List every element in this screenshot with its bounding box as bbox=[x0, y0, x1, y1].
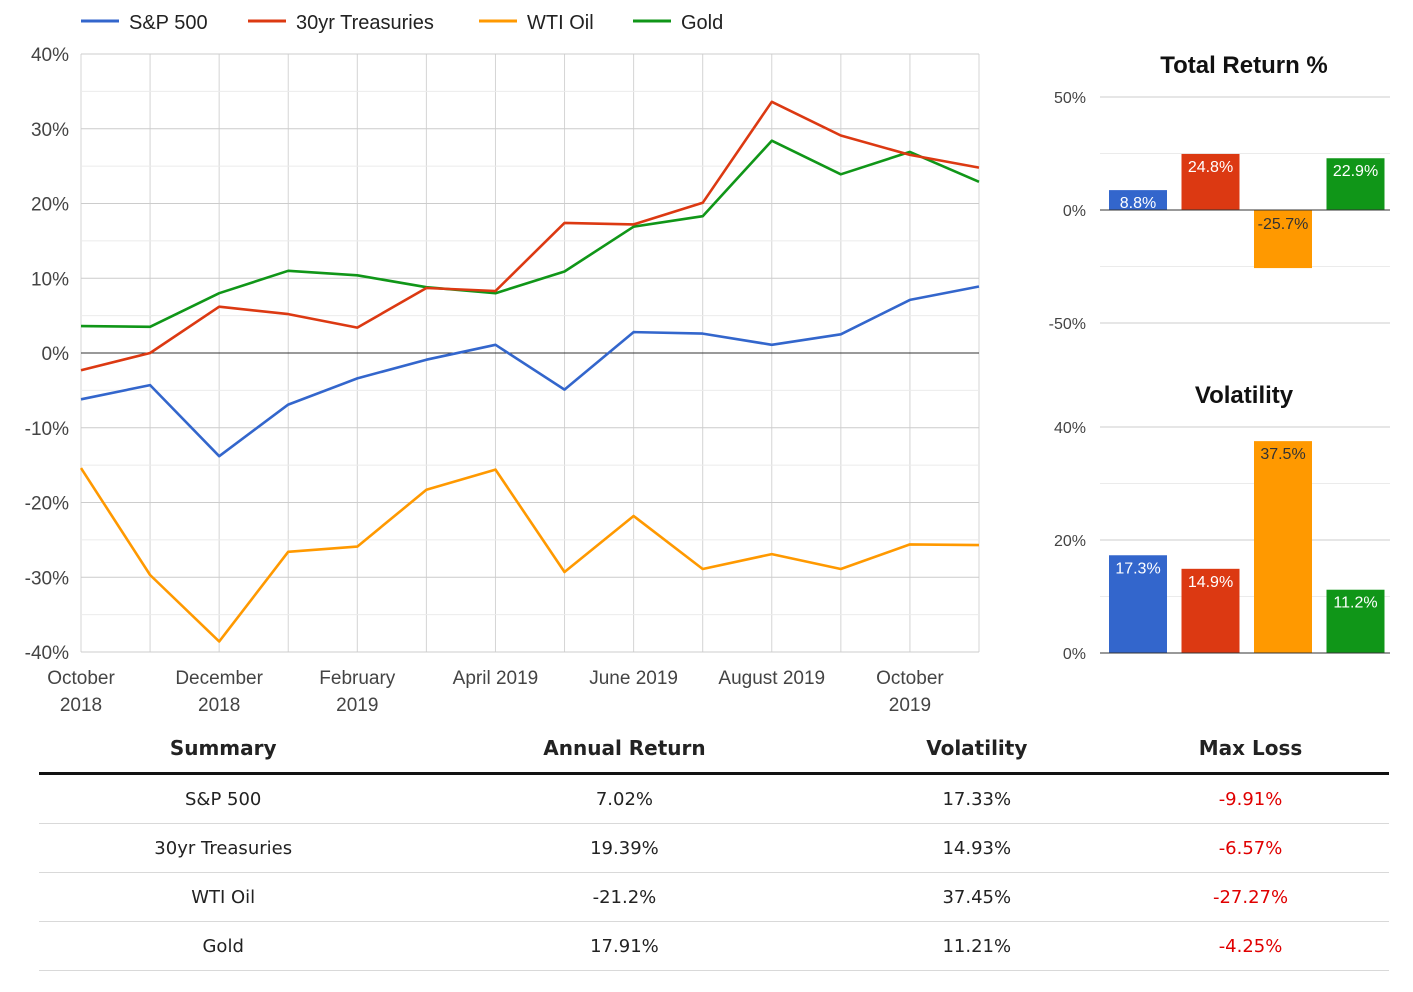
y-tick-label: 0% bbox=[1063, 203, 1086, 220]
row-volatility: 37.45% bbox=[841, 872, 1113, 922]
y-tick-label: 40% bbox=[1054, 420, 1086, 437]
chart-title: Volatility bbox=[1195, 382, 1294, 409]
x-tick-label: December bbox=[175, 668, 263, 689]
row-max-loss: -27.27% bbox=[1112, 872, 1389, 922]
bar-wti-oil bbox=[1254, 441, 1312, 653]
series-line-30yr-treasuries bbox=[80, 100, 980, 372]
y-tick-label: 20% bbox=[1054, 533, 1086, 550]
row-max-loss: -4.25% bbox=[1112, 921, 1389, 971]
header-volatility: Volatility bbox=[841, 724, 1113, 775]
y-tick-label: 50% bbox=[1054, 90, 1086, 107]
summary-table: Summary Annual Return Volatility Max Los… bbox=[39, 724, 1389, 971]
y-tick-label: -20% bbox=[25, 494, 69, 515]
row-annual-return: -21.2% bbox=[407, 872, 842, 922]
bar-value-label: -25.7% bbox=[1258, 216, 1309, 233]
legend-label: S&P 500 bbox=[129, 12, 208, 34]
summary-header-row: Summary Annual Return Volatility Max Los… bbox=[39, 724, 1389, 775]
y-tick-label: 40% bbox=[31, 45, 69, 66]
row-asset-name: 30yr Treasuries bbox=[39, 823, 408, 873]
row-max-loss: -6.57% bbox=[1112, 823, 1389, 873]
bar-value-label: 14.9% bbox=[1188, 574, 1233, 591]
bar-value-label: 22.9% bbox=[1333, 163, 1378, 180]
y-tick-label: -10% bbox=[25, 419, 69, 440]
row-asset-name: Gold bbox=[39, 921, 408, 971]
table-row: S&P 500 7.02% 17.33% -9.91% bbox=[39, 773, 1389, 824]
x-tick-label: October bbox=[876, 668, 944, 689]
bar-value-label: 17.3% bbox=[1115, 560, 1160, 577]
bar-value-label: 37.5% bbox=[1260, 446, 1305, 463]
series-line-s-p-500 bbox=[80, 285, 980, 458]
bar-gold bbox=[1326, 589, 1385, 653]
row-asset-name: WTI Oil bbox=[39, 872, 408, 922]
header-summary: Summary bbox=[39, 724, 408, 775]
bar-30yr-treasuries bbox=[1181, 153, 1240, 210]
row-volatility: 11.21% bbox=[841, 921, 1113, 971]
y-tick-label: -30% bbox=[25, 568, 69, 589]
y-tick-label: 10% bbox=[31, 269, 69, 290]
x-tick-label: October bbox=[47, 668, 115, 689]
x-tick-label: 2018 bbox=[198, 695, 240, 716]
table-row: 30yr Treasuries 19.39% 14.93% -6.57% bbox=[39, 823, 1389, 873]
row-annual-return: 17.91% bbox=[407, 921, 842, 971]
legend-label: 30yr Treasuries bbox=[296, 12, 434, 34]
bar-value-label: 24.8% bbox=[1188, 159, 1233, 176]
series-line-gold bbox=[80, 139, 980, 329]
x-tick-label: April 2019 bbox=[453, 668, 539, 689]
y-tick-label: 0% bbox=[1063, 646, 1086, 663]
row-volatility: 14.93% bbox=[841, 823, 1113, 873]
row-volatility: 17.33% bbox=[841, 773, 1113, 824]
x-tick-label: 2019 bbox=[889, 695, 931, 716]
y-tick-label: 20% bbox=[31, 195, 69, 216]
chart-title: Total Return % bbox=[1160, 52, 1328, 79]
bar-gold bbox=[1326, 158, 1385, 210]
bar-value-label: 11.2% bbox=[1333, 595, 1377, 612]
bar-s-p-500 bbox=[1109, 190, 1167, 210]
header-annual-return: Annual Return bbox=[407, 724, 842, 775]
y-tick-label: -50% bbox=[1049, 316, 1086, 333]
row-asset-name: S&P 500 bbox=[39, 773, 408, 824]
x-tick-label: February bbox=[319, 668, 396, 689]
x-tick-label: August 2019 bbox=[718, 668, 825, 689]
legend-label: WTI Oil bbox=[527, 12, 594, 34]
y-tick-label: 0% bbox=[42, 344, 70, 365]
row-max-loss: -9.91% bbox=[1112, 773, 1389, 824]
x-tick-label: June 2019 bbox=[589, 668, 678, 689]
bar-30yr-treasuries bbox=[1181, 568, 1240, 653]
table-row: Gold 17.91% 11.21% -4.25% bbox=[39, 921, 1389, 971]
bar-s-p-500 bbox=[1109, 555, 1167, 653]
series-line-wti-oil bbox=[79, 467, 980, 643]
y-tick-label: 30% bbox=[31, 120, 69, 141]
x-tick-label: 2018 bbox=[60, 695, 102, 716]
bar-wti-oil bbox=[1254, 210, 1312, 269]
chart-canvas: 40% 30% 20% 10% 0% -10% -20% -30% -40% October 201… bbox=[25, 12, 1390, 716]
row-annual-return: 7.02% bbox=[407, 773, 842, 824]
x-tick-label: 2019 bbox=[336, 695, 378, 716]
bar-value-label: 8.8% bbox=[1120, 195, 1156, 212]
header-max-loss: Max Loss bbox=[1112, 724, 1389, 775]
legend-label: Gold bbox=[681, 12, 723, 34]
row-annual-return: 19.39% bbox=[407, 823, 842, 873]
y-tick-label: -40% bbox=[25, 643, 69, 664]
table-row: WTI Oil -21.2% 37.45% -27.27% bbox=[39, 872, 1389, 922]
